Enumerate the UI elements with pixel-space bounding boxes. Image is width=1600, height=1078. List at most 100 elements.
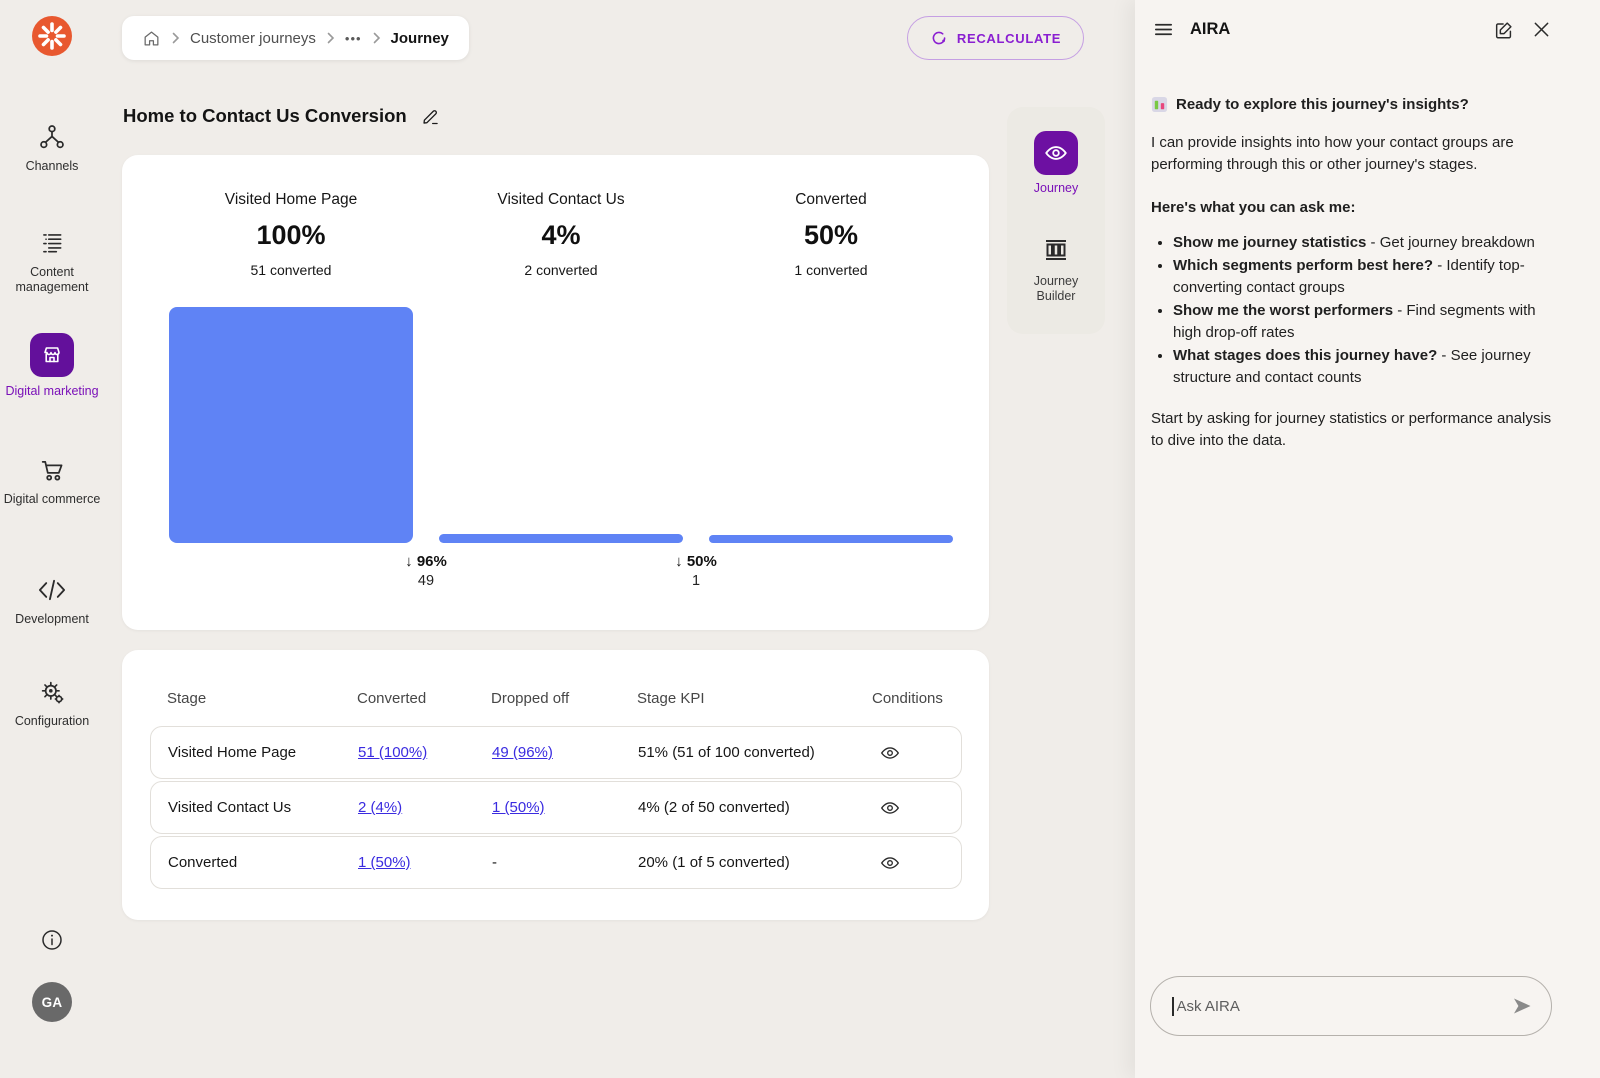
journey-eye-icon [1034,131,1078,175]
aira-intro-heading: Ready to explore this journey's insights… [1176,96,1469,113]
cell-dropped-link[interactable]: 49 (96%) [492,744,553,761]
sidebar-item-development[interactable]: Development [0,575,104,627]
cell-dropped: - [492,854,497,871]
cell-dropped-link[interactable]: 1 (50%) [492,799,545,816]
edit-title-icon[interactable] [420,106,441,127]
aira-suggestion: What stages does this journey have? - Se… [1173,345,1554,389]
eye-icon[interactable] [879,742,901,764]
sidebar-item-channels[interactable]: Channels [0,122,104,174]
configuration-icon [0,677,104,707]
stage-label: Visited Contact Us [497,191,625,208]
aira-outro: Start by asking for journey statistics o… [1151,410,1552,449]
recalculate-button[interactable]: RECALCULATE [907,16,1084,60]
recalculate-label: RECALCULATE [956,30,1062,46]
funnel-stage-header: Visited Home Page 100% 51 converted [169,191,413,278]
page-title: Home to Contact Us Conversion [123,104,407,126]
sidebar-item-digital-commerce[interactable]: Digital commerce [0,455,104,507]
sidebar-item-label: Digital marketing [5,384,99,398]
chevron-right-icon [171,32,180,44]
aira-suggestion: Show me the worst performers - Find segm… [1173,300,1554,344]
stage-converted: 2 converted [524,262,598,278]
sidebar-item-digital-marketing[interactable]: Digital marketing [0,333,104,399]
aira-title: AIRA [1190,20,1231,38]
sidebar-item-label: Configuration [14,714,90,728]
aira-message: Ready to explore this journey's insights… [1151,94,1554,452]
toolbar-item-journey[interactable]: Journey [1016,131,1096,196]
chevron-right-icon [372,32,381,44]
stage-percent: 50% [803,220,859,250]
drop-percent: 96% [416,553,447,570]
table-row: Visited Contact Us 2 (4%) 1 (50%) 4% (2 … [150,781,962,834]
new-chat-icon[interactable] [1493,19,1515,41]
cell-conditions [873,797,961,819]
cell-stage-kpi: 20% (1 of 5 converted) [638,854,790,871]
aira-input-container [1150,976,1552,1036]
table-header-row: Stage Converted Dropped off Stage KPI Co… [150,690,962,707]
breadcrumb-customer-journeys[interactable]: Customer journeys [190,29,316,47]
funnel-bar-converted [709,535,953,543]
cell-conditions [873,852,961,874]
cell-converted-link[interactable]: 2 (4%) [358,799,403,816]
chevron-right-icon [326,32,335,44]
aira-suggestion: Show me journey statistics - Get journey… [1173,232,1554,254]
app-logo-icon[interactable] [32,16,72,56]
user-avatar[interactable]: GA [32,982,72,1022]
arrow-down-icon: ↓ [405,553,413,570]
close-icon[interactable] [1531,19,1552,40]
toolbar-item-journey-builder[interactable]: Journey Builder [1016,232,1096,304]
send-icon[interactable] [1511,996,1533,1016]
bar-chart-emoji-icon [1151,96,1168,113]
eye-icon[interactable] [879,852,901,874]
table-row: Visited Home Page 51 (100%) 49 (96%) 51%… [150,726,962,779]
column-header-stage-kpi: Stage KPI [637,690,705,707]
toolbar-item-label: Journey Builder [1033,274,1079,303]
sidebar-item-label: Development [15,612,89,626]
stage-percent: 4% [541,220,581,250]
eye-icon[interactable] [879,797,901,819]
stage-label: Converted [795,191,867,208]
drop-count: 49 [417,573,435,589]
cell-stage-kpi: 51% (51 of 100 converted) [638,744,815,761]
cell-stage: Converted [168,854,238,871]
cell-stage: Visited Contact Us [168,799,292,816]
breadcrumb: Customer journeys ••• Journey [122,16,469,60]
digital-marketing-icon [30,333,74,377]
column-header-converted: Converted [357,690,427,707]
drop-off-indicator: ↓ 50% 1 [651,553,741,589]
table-row: Converted 1 (50%) - 20% (1 of 5 converte… [150,836,962,889]
stage-converted: 51 converted [250,262,332,278]
column-header-conditions: Conditions [872,690,943,707]
home-icon[interactable] [142,29,161,48]
column-header-stage: Stage [167,690,207,707]
funnel-card: Visited Home Page 100% 51 converted Visi… [122,155,989,630]
cell-converted-link[interactable]: 51 (100%) [358,744,428,761]
sidebar-item-label: Channels [25,159,79,173]
menu-hamburger-icon[interactable] [1152,18,1175,41]
column-header-dropped-off: Dropped off [491,690,570,707]
stages-table-card: Stage Converted Dropped off Stage KPI Co… [122,650,989,920]
funnel-bar-visited-contact-us [439,534,683,543]
drop-count: 1 [691,573,701,589]
content-management-icon [0,228,104,258]
sidebar-item-content-management[interactable]: Content management [0,228,104,295]
funnel-bars [169,307,953,543]
sidebar-item-label: Digital commerce [3,492,101,506]
ask-aira-input[interactable] [1174,996,1511,1016]
funnel-stage-header: Visited Contact Us 4% 2 converted [439,191,683,278]
aira-intro-body: I can provide insights into how your con… [1151,134,1514,173]
info-icon[interactable] [40,928,64,952]
cell-conditions [873,742,961,764]
journey-builder-icon [1016,232,1096,268]
stage-percent: 100% [256,220,326,250]
sidebar-item-configuration[interactable]: Configuration [0,677,104,729]
drop-off-indicator: ↓ 96% 49 [381,553,471,589]
cell-converted-link[interactable]: 1 (50%) [358,854,411,871]
arrow-down-icon: ↓ [675,553,683,570]
refresh-icon [930,29,948,47]
aira-panel: AIRA Ready to explore this journey's [1135,0,1600,1078]
aira-ask-heading: Here's what you can ask me: [1151,199,1356,216]
cell-stage: Visited Home Page [168,744,297,761]
development-icon [0,575,104,605]
text-cursor [1172,996,1174,1016]
breadcrumb-collapsed[interactable]: ••• [344,30,362,46]
